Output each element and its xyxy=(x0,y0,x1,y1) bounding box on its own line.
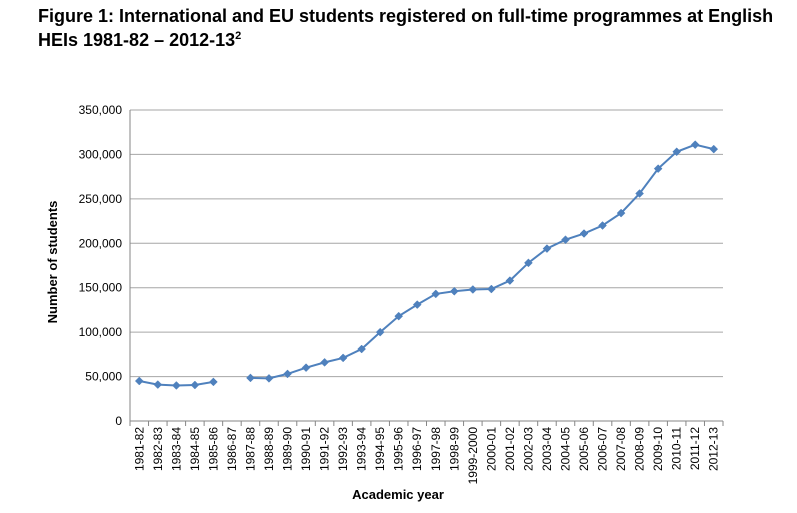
data-point xyxy=(487,284,496,294)
x-tick-label: 2002-03 xyxy=(521,427,535,471)
data-point xyxy=(672,147,682,157)
x-tick-label: 1989-90 xyxy=(281,427,295,471)
data-point xyxy=(394,311,404,321)
data-point xyxy=(209,377,218,387)
x-tick-label: 1987-88 xyxy=(243,427,257,471)
data-point xyxy=(598,221,607,230)
axes xyxy=(129,110,724,426)
data-point xyxy=(561,235,570,245)
x-tick-label: 2000-01 xyxy=(484,427,498,471)
data-point xyxy=(246,373,255,383)
data-point xyxy=(579,229,589,238)
data-point xyxy=(542,244,552,253)
data-point xyxy=(357,344,366,354)
data-point xyxy=(171,381,181,390)
data-point xyxy=(412,300,422,309)
x-tick-label: 1988-89 xyxy=(262,427,276,471)
data-point xyxy=(375,327,385,337)
data-point xyxy=(283,369,292,379)
y-tick-label: 250,000 xyxy=(79,192,123,206)
x-tick-label: 1981-82 xyxy=(132,427,146,471)
y-tick-label: 0 xyxy=(115,414,122,428)
data-point xyxy=(134,376,144,386)
x-tick-label: 1982-83 xyxy=(151,427,165,471)
x-tick-label: 2007-08 xyxy=(614,427,628,471)
data-point xyxy=(505,276,515,285)
y-tick-label: 50,000 xyxy=(85,370,122,384)
x-tick-label: 1983-84 xyxy=(169,427,183,471)
x-tick-label: 2006-07 xyxy=(596,427,610,471)
x-tick-labels: 1981-82 1982-83 1983-84 1984-85 1985-86 1986-… xyxy=(132,427,720,485)
x-tick-label: 1996-97 xyxy=(410,427,424,471)
x-tick-label: 2003-04 xyxy=(540,427,554,471)
title-footnote-marker: 2 xyxy=(235,30,242,42)
series-line xyxy=(250,143,714,380)
gridlines xyxy=(130,109,723,378)
data-point xyxy=(653,164,663,173)
x-tick-label: 2004-05 xyxy=(558,427,572,471)
x-tick-label: 2010-11 xyxy=(670,427,684,470)
data-point xyxy=(449,286,459,296)
data-point xyxy=(264,373,274,383)
data-point xyxy=(524,258,533,268)
y-tick-labels: 0 50,000 100,000 150,000 200,000 250,000 300,0… xyxy=(79,103,123,428)
y-axis-title: Number of students xyxy=(45,201,60,324)
chart-title-text: Figure 1: International and EU students … xyxy=(38,6,774,50)
y-tick-label: 300,000 xyxy=(79,147,123,161)
x-tick-label: 1984-85 xyxy=(188,427,202,471)
x-tick-label: 1993-94 xyxy=(355,427,369,471)
data-point xyxy=(635,189,644,198)
x-tick-label: 2008-09 xyxy=(633,427,647,471)
x-tick-label: 1992-93 xyxy=(336,427,350,471)
data-point xyxy=(431,289,441,299)
data-point xyxy=(153,380,163,389)
y-tick-label: 150,000 xyxy=(79,281,123,295)
y-tick-label: 100,000 xyxy=(79,325,123,339)
data-point xyxy=(709,144,719,154)
data-point xyxy=(301,363,311,373)
data-point xyxy=(190,380,200,390)
y-tick-label: 200,000 xyxy=(79,236,123,250)
series xyxy=(134,140,719,390)
x-tick-label: 1985-86 xyxy=(206,427,220,471)
x-tick-label: 1997-98 xyxy=(429,427,443,471)
x-tick-label: 2001-02 xyxy=(503,427,517,471)
x-tick-label: 1991-92 xyxy=(318,427,332,471)
data-point xyxy=(468,285,478,294)
x-tick-label: 1994-95 xyxy=(373,427,387,471)
data-point xyxy=(338,353,348,363)
chart-title: Figure 1: International and EU students … xyxy=(38,4,778,52)
x-tick-label: 1995-96 xyxy=(392,427,406,471)
x-tick-label: 2005-06 xyxy=(577,427,591,471)
x-tick-label: 2009-10 xyxy=(651,427,665,471)
data-point xyxy=(616,208,626,218)
x-tick-label: 1998-99 xyxy=(447,427,461,471)
data-point xyxy=(320,358,329,367)
x-tick-label: 1986-87 xyxy=(225,427,239,471)
data-point xyxy=(690,140,700,150)
y-tick-label: 350,000 xyxy=(79,103,123,117)
x-tick-label: 1990-91 xyxy=(299,427,313,471)
x-tick-label: 2012-13 xyxy=(707,427,721,471)
x-tick-label: 2011-12 xyxy=(688,427,702,470)
x-tick-label: 1999-2000 xyxy=(466,427,480,485)
x-axis-title: Academic year xyxy=(352,487,444,502)
